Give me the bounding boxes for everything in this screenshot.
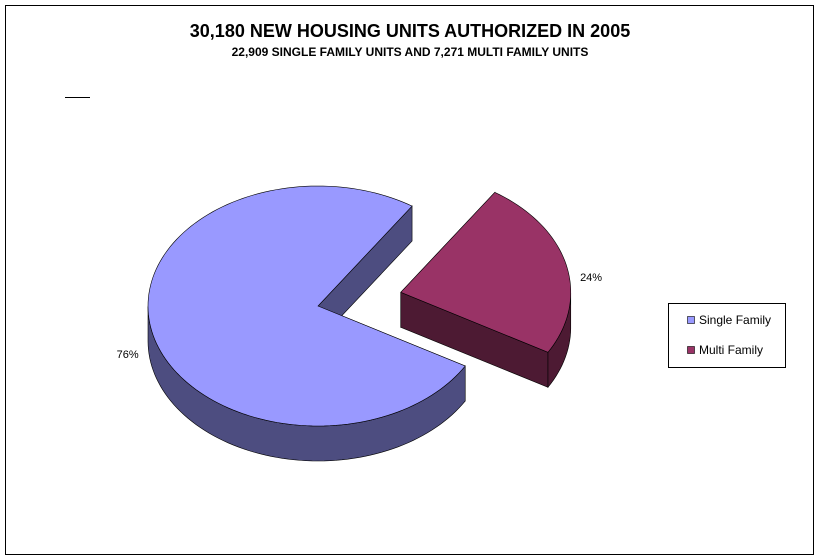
chart-subtitle: 22,909 SINGLE FAMILY UNITS AND 7,271 MUL… [232, 45, 589, 59]
chart-border [5, 5, 814, 555]
legend-label: Single Family [699, 313, 771, 327]
slice [400, 191, 572, 389]
legend-box [668, 303, 786, 368]
legend-swatch [687, 346, 695, 354]
legend-label: Multi Family [699, 343, 763, 357]
data-label: 24% [580, 272, 602, 284]
chart-title: 30,180 NEW HOUSING UNITS AUTHORIZED IN 2… [190, 21, 630, 41]
pie [147, 185, 572, 462]
slice-top [147, 185, 466, 427]
slice [147, 185, 466, 462]
legend-swatch [687, 316, 695, 324]
slice-top [400, 191, 572, 353]
data-label: 76% [117, 349, 139, 361]
